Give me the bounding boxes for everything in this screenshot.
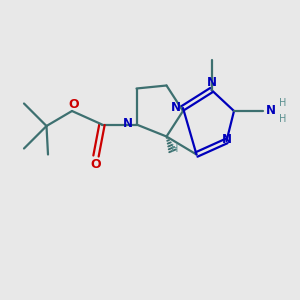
Text: H: H <box>171 144 178 154</box>
Text: H: H <box>279 98 286 108</box>
Text: H: H <box>279 114 286 124</box>
Text: N: N <box>222 133 232 146</box>
Text: O: O <box>90 158 101 171</box>
Text: O: O <box>68 98 79 111</box>
Text: N: N <box>170 101 181 114</box>
Text: N: N <box>122 116 133 130</box>
Text: N: N <box>206 76 217 89</box>
Text: N: N <box>266 104 275 117</box>
